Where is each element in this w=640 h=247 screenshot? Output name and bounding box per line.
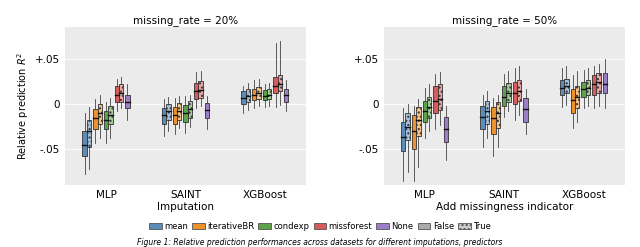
- Bar: [586, 81, 590, 95]
- Text: Figure 1: Relative prediction performances across datasets for different imputat: Figure 1: Relative prediction performanc…: [138, 238, 502, 247]
- Bar: [177, 103, 181, 120]
- Bar: [257, 87, 260, 100]
- Bar: [205, 103, 209, 118]
- Bar: [119, 84, 124, 102]
- Bar: [108, 106, 113, 124]
- Bar: [173, 107, 177, 124]
- Bar: [416, 107, 420, 136]
- Bar: [485, 101, 489, 124]
- Bar: [524, 98, 528, 122]
- Bar: [592, 75, 596, 95]
- Bar: [284, 89, 289, 102]
- Bar: [491, 107, 495, 134]
- Bar: [93, 109, 97, 129]
- Title: missing_rate = 20%: missing_rate = 20%: [133, 15, 238, 26]
- Bar: [596, 73, 601, 93]
- Bar: [166, 104, 171, 120]
- Bar: [401, 122, 405, 151]
- Bar: [87, 120, 91, 147]
- Bar: [405, 113, 410, 140]
- Title: missing_rate = 50%: missing_rate = 50%: [452, 15, 557, 26]
- Bar: [267, 89, 271, 100]
- Bar: [481, 106, 485, 129]
- Legend: mean, iterativeBR, condexp, missforest, None, False, True: mean, iterativeBR, condexp, missforest, …: [146, 219, 494, 234]
- Bar: [252, 89, 257, 100]
- Bar: [575, 86, 579, 108]
- Bar: [444, 117, 448, 142]
- Bar: [97, 104, 102, 124]
- Bar: [495, 102, 500, 128]
- Bar: [422, 101, 427, 122]
- Bar: [246, 89, 250, 102]
- X-axis label: Add missingness indicator: Add missingness indicator: [436, 202, 573, 211]
- Bar: [115, 86, 119, 102]
- Bar: [564, 79, 568, 93]
- Bar: [198, 81, 203, 98]
- Bar: [427, 97, 431, 118]
- Bar: [571, 89, 575, 113]
- Bar: [273, 77, 278, 93]
- Bar: [125, 95, 130, 108]
- Bar: [412, 115, 416, 149]
- Bar: [104, 111, 108, 129]
- Bar: [506, 83, 511, 102]
- Bar: [603, 73, 607, 93]
- Bar: [162, 107, 166, 124]
- Bar: [188, 101, 192, 118]
- Bar: [194, 83, 198, 100]
- Bar: [83, 131, 87, 156]
- Bar: [517, 81, 522, 101]
- Bar: [438, 84, 442, 110]
- Bar: [433, 86, 438, 113]
- Bar: [502, 86, 506, 106]
- Bar: [278, 75, 282, 91]
- Y-axis label: Relative prediction $R^2$: Relative prediction $R^2$: [15, 52, 31, 160]
- Bar: [581, 82, 586, 97]
- Bar: [513, 82, 517, 104]
- Bar: [262, 90, 267, 100]
- Bar: [241, 91, 246, 104]
- Bar: [183, 105, 188, 122]
- Bar: [560, 81, 564, 95]
- X-axis label: Imputation: Imputation: [157, 202, 214, 211]
